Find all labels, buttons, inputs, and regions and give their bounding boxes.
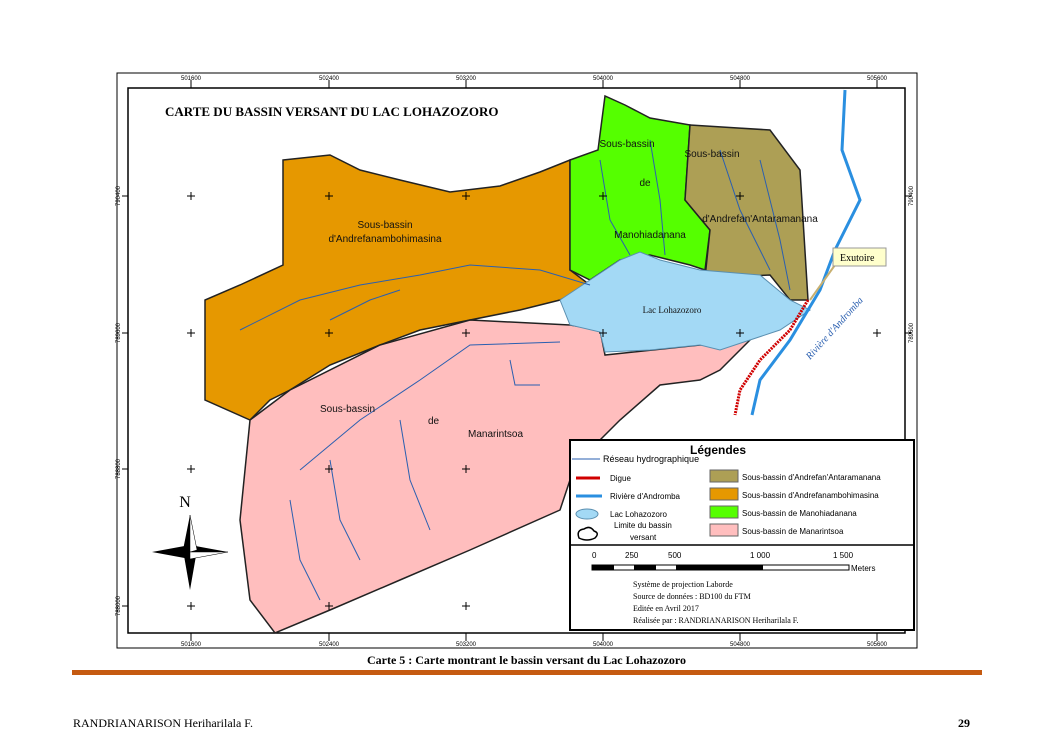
x-axis-ticks: 501600 501600 502400 502400 503200 503200 5040…: [181, 76, 888, 648]
subbasin-andrefanambohimasina: [204, 154, 592, 421]
svg-text:0: 0: [592, 551, 597, 560]
label-antaramanana: Sous-bassin d'Andrefan'Antaramanana: [684, 149, 818, 225]
digue: [733, 299, 810, 416]
x-tick-label: 505600: [867, 76, 888, 82]
svg-text:Lac Lohazozoro: Lac Lohazozoro: [610, 510, 667, 519]
grid-cross: [325, 602, 333, 610]
svg-text:Système de projection Laborde: Système de projection Laborde: [633, 580, 733, 589]
svg-text:500: 500: [668, 551, 682, 560]
y-tick-label: 788800: [116, 458, 122, 479]
grid-cross: [325, 329, 333, 337]
label-manarintsoa: Sous-bassindeManarintsoa: [320, 404, 523, 440]
svg-text:Réalisée par : RANDRIANARISON: Réalisée par : RANDRIANARISON Heriharila…: [633, 616, 799, 625]
y-tick-label: 790400: [116, 185, 122, 206]
grid-cross: [187, 329, 195, 337]
grid-cross: [462, 602, 470, 610]
y-tick-label: 788000: [116, 595, 122, 616]
grid-cross: [325, 465, 333, 473]
footer-divider: [72, 670, 982, 675]
grid-cross: [462, 465, 470, 473]
grid-cross: [462, 329, 470, 337]
lac-lohazozoro: [559, 251, 811, 353]
svg-text:Réseau hydrographique: Réseau hydrographique: [603, 454, 699, 464]
x-tick-label: 504000: [593, 76, 614, 82]
page-number: 29: [958, 716, 970, 730]
grid-cross: [187, 465, 195, 473]
svg-text:N: N: [179, 494, 191, 511]
svg-text:Rivière d'Andromba: Rivière d'Andromba: [610, 492, 681, 501]
grid-cross: [462, 192, 470, 200]
x-tick-label: 504000: [593, 642, 614, 648]
svg-text:1 500: 1 500: [833, 551, 854, 560]
label-lac: Lac Lohazozoro: [643, 305, 702, 315]
svg-text:Sous-bassin de Manarintsoa: Sous-bassin de Manarintsoa: [742, 527, 844, 536]
svg-text:Source de données : BD100 du F: Source de données : BD100 du FTM: [633, 592, 751, 601]
x-tick-label: 503200: [456, 76, 477, 82]
footer-author: RANDRIANARISON Heriharilala F.: [73, 716, 254, 730]
x-tick-label: 501600: [181, 76, 202, 82]
hydro-network: [239, 139, 791, 601]
svg-text:Digue: Digue: [610, 474, 631, 483]
riviere-andromba: [750, 89, 862, 416]
svg-text:Sous-bassin d'Andrefanambohima: Sous-bassin d'Andrefanambohimasina: [742, 491, 879, 500]
grid-cross: [599, 329, 607, 337]
y-tick-label: 789600: [909, 322, 915, 343]
grid-cross: [187, 192, 195, 200]
label-andrefanambohimasina: Sous-bassin d'Andrefanambohimasina: [328, 220, 442, 245]
x-tick-label: 504800: [730, 642, 751, 648]
svg-text:1 000: 1 000: [750, 551, 771, 560]
x-tick-label: 504800: [730, 76, 751, 82]
x-tick-label: 502400: [319, 76, 340, 82]
svg-text:Légendes: Légendes: [690, 443, 746, 457]
svg-text:Meters: Meters: [851, 564, 875, 573]
svg-text:Editée en Avril 2017: Editée en Avril 2017: [633, 604, 699, 613]
svg-text:Sous-bassin de Manohiadanana: Sous-bassin de Manohiadanana: [742, 509, 857, 518]
map-title: CARTE DU BASSIN VERSANT DU LAC LOHAZOZOR…: [165, 104, 499, 119]
figure-caption: Carte 5 : Carte montrant le bassin versa…: [366, 653, 687, 667]
grid-cross: [736, 192, 744, 200]
grid-cross: [325, 192, 333, 200]
legend: Légendes Réseau hydrographique Digue Riv…: [569, 439, 915, 631]
north-arrow: N: [152, 494, 229, 590]
y-tick-label: 790400: [909, 185, 915, 206]
grid-cross: [736, 329, 744, 337]
label-manohiadanana: Sous-bassin de Manohiadanana: [599, 139, 686, 241]
grid-cross: [187, 602, 195, 610]
svg-text:Sous-bassin d'Andrefan'Antaram: Sous-bassin d'Andrefan'Antaramanana: [742, 473, 881, 482]
x-tick-label: 501600: [181, 642, 202, 648]
grid-cross: [599, 192, 607, 200]
grid-cross: [873, 329, 881, 337]
x-tick-label: 503200: [456, 642, 477, 648]
x-tick-label: 505600: [867, 642, 888, 648]
subbasin-antaramanana: [684, 124, 809, 301]
subbasin-manarintsoa: [239, 319, 753, 634]
svg-text:250: 250: [625, 551, 639, 560]
exutoire-label: Exutoire: [840, 253, 875, 264]
x-tick-label: 502400: [319, 642, 340, 648]
y-tick-label: 789600: [116, 322, 122, 343]
